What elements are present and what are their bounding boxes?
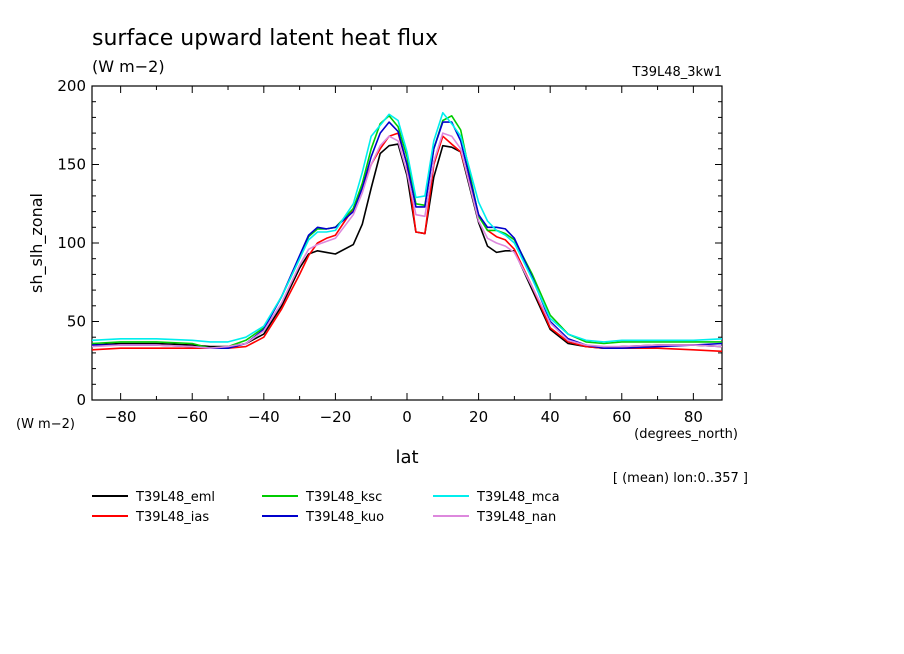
y-tick-label: 0: [76, 391, 86, 409]
series-line-T39L48_nan: [91, 132, 723, 350]
y-tick-label: 200: [57, 77, 86, 95]
x-tick-label: −40: [248, 408, 280, 426]
y-tick-label: 50: [67, 313, 86, 331]
chart-title: surface upward latent heat flux: [92, 26, 438, 51]
y-tick-labels: 0 50 100 150 200: [57, 77, 86, 409]
series-lines: [91, 111, 723, 353]
series-line-T39L48_ksc: [91, 115, 722, 350]
chart-units: (W m−2): [92, 57, 165, 76]
x-tick-label: −60: [176, 408, 208, 426]
legend-label-T39L48_nan: T39L48_nan: [476, 510, 556, 525]
x-tick-label: −80: [105, 408, 137, 426]
plot-ticks: [92, 85, 722, 401]
x-tick-label: 0: [402, 408, 412, 426]
x-tick-labels: −80 −60 −40 −20 0 20 40 60 80: [105, 408, 703, 426]
plot-frame: [91, 85, 723, 401]
legend-label-T39L48_kuo: T39L48_kuo: [305, 510, 384, 525]
y-tick-label: 100: [57, 234, 86, 252]
x-tick-label: 20: [469, 408, 488, 426]
x-tick-label: 40: [541, 408, 560, 426]
x-axis-label: lat: [395, 447, 418, 468]
y-unit-label: (W m−2): [16, 417, 75, 432]
series-line-T39L48_mca: [91, 111, 723, 343]
series-line-T39L48_kuo: [92, 121, 723, 350]
legend-label-T39L48_ksc: T39L48_ksc: [305, 490, 382, 505]
x-tick-label: 80: [684, 408, 703, 426]
x-tick-label: −20: [320, 408, 352, 426]
x-tick-label: 60: [612, 408, 631, 426]
legend-label-T39L48_ias: T39L48_ias: [135, 510, 209, 525]
legend: T39L48_eml T39L48_ias T39L48_ksc T39L48_kuo…: [92, 490, 560, 525]
mean-note: [ (mean) lon:0..357 ]: [613, 471, 748, 486]
run-label: T39L48_3kw1: [632, 65, 722, 80]
y-tick-label: 150: [57, 156, 86, 174]
x-unit-label: (degrees_north): [634, 427, 738, 442]
legend-label-T39L48_mca: T39L48_mca: [476, 490, 560, 505]
legend-label-T39L48_eml: T39L48_eml: [135, 490, 215, 505]
y-axis-label: sh_slh_zonal: [27, 193, 47, 293]
